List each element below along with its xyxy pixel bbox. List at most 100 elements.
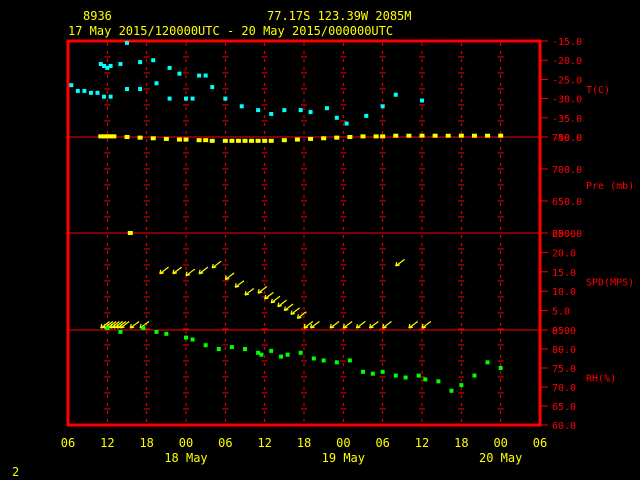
wind-barb (303, 320, 314, 329)
data-point-humidity (203, 343, 208, 348)
wind-barb-head (421, 326, 427, 329)
wind-barb-head (310, 326, 315, 329)
data-point-pressure (108, 134, 114, 139)
data-point-temperature (138, 60, 143, 65)
data-point-temperature (167, 65, 172, 70)
wind-barb-head (159, 272, 164, 275)
wind-barb (290, 307, 301, 315)
wind-barb (198, 266, 209, 275)
data-point-humidity (298, 350, 303, 355)
data-point-temperature (203, 73, 208, 78)
wind-barb (342, 320, 353, 329)
wind-barb-head (257, 291, 263, 294)
data-point-temperature (75, 88, 80, 93)
data-point-temperature (82, 88, 87, 93)
x-tick-label: 06 (218, 436, 232, 450)
wind-barb-head (244, 290, 247, 296)
data-point-pressure (222, 138, 228, 143)
wind-barb (264, 291, 274, 300)
wind-barb-head (211, 263, 214, 269)
wind-barb-head (103, 323, 106, 329)
wind-barb-head (355, 323, 359, 329)
wind-barb-head (290, 310, 293, 315)
wind-barb-head (408, 323, 411, 329)
date-label: 19 May (322, 451, 365, 465)
data-point-temperature (223, 96, 228, 101)
data-point-humidity (361, 369, 365, 374)
wind-barb-head (395, 261, 398, 267)
data-point-humidity (436, 379, 441, 384)
wind-barb-head (110, 323, 113, 329)
wind-barb-head (271, 301, 276, 304)
panel-label-wind: SPD(MPS) (586, 278, 634, 289)
data-point-pressure (360, 134, 366, 139)
y-tick-label: 85.0 (552, 326, 576, 337)
wind-barb-head (100, 323, 103, 329)
wind-barb (310, 320, 320, 329)
wind-barb (120, 320, 130, 329)
wind-barb-head (297, 316, 302, 319)
wind-barb-head (395, 264, 400, 267)
x-tick-label: 06 (61, 436, 75, 450)
wind-barb-head (330, 326, 335, 329)
y-tick-label: -40.0 (552, 133, 582, 144)
x-tick-label: 12 (415, 436, 429, 450)
data-point-temperature (102, 63, 107, 68)
data-point-pressure (176, 137, 182, 142)
data-point-pressure (98, 134, 104, 139)
data-point-pressure (196, 138, 202, 143)
wind-barb-head (198, 269, 201, 274)
plot-area: -15.0 -20.0 -25.0 -30.0 -35.0 -40.0 T(C) 750.0 7… (61, 37, 634, 465)
wind-barb-head (290, 312, 296, 316)
data-point-temperature (380, 104, 385, 109)
data-point-pressure (104, 134, 110, 139)
wind-barb (283, 303, 294, 312)
data-point-pressure (262, 138, 268, 143)
wind-barb-head (120, 326, 125, 329)
data-point-humidity (118, 329, 123, 334)
data-point-pressure (432, 133, 438, 138)
data-point-humidity (311, 356, 316, 361)
x-tick-label: 12 (257, 436, 271, 450)
data-point-humidity (380, 369, 385, 374)
y-tick-label: -20.0 (552, 56, 582, 67)
wind-barb (270, 295, 281, 304)
wind-barb-head (185, 271, 188, 276)
wind-barb-head (303, 326, 309, 329)
data-point-humidity (321, 358, 326, 363)
wind-barb-head (257, 288, 260, 294)
wind-barb-head (130, 326, 135, 329)
data-point-pressure (203, 138, 209, 143)
data-point-temperature (184, 96, 188, 101)
wind-barb-head (264, 294, 267, 300)
y-tick-label: 750.0 (552, 133, 582, 144)
y-tick-label: 10.0 (552, 287, 576, 298)
wind-barb (185, 268, 196, 277)
data-point-pressure (255, 138, 261, 143)
data-point-temperature (324, 106, 329, 111)
wind-barb-head (408, 326, 414, 329)
data-point-pressure (137, 135, 143, 140)
data-point-temperature (364, 113, 369, 118)
wind-barb-head (264, 297, 269, 300)
wind-barb-head (270, 298, 273, 303)
data-point-pressure (183, 137, 189, 142)
wind-barb-head (277, 302, 280, 307)
data-point-humidity (285, 352, 290, 357)
data-point-temperature (108, 63, 113, 68)
data-point-humidity (370, 371, 375, 376)
wind-barb (277, 299, 287, 308)
data-point-temperature (298, 108, 303, 113)
data-point-pressure (163, 136, 169, 141)
wind-barb-head (198, 272, 204, 275)
y-tick-label: 5.0 (552, 307, 570, 318)
data-point-humidity (216, 347, 221, 351)
wind-barb (224, 272, 235, 281)
data-point-humidity (423, 377, 428, 382)
data-point-pressure (334, 135, 340, 140)
data-point-temperature (256, 108, 261, 113)
x-tick-label: 00 (493, 436, 507, 450)
wind-barb-head (113, 323, 116, 329)
data-point-temperature (393, 92, 398, 97)
y-tick-label: -35.0 (552, 114, 582, 125)
